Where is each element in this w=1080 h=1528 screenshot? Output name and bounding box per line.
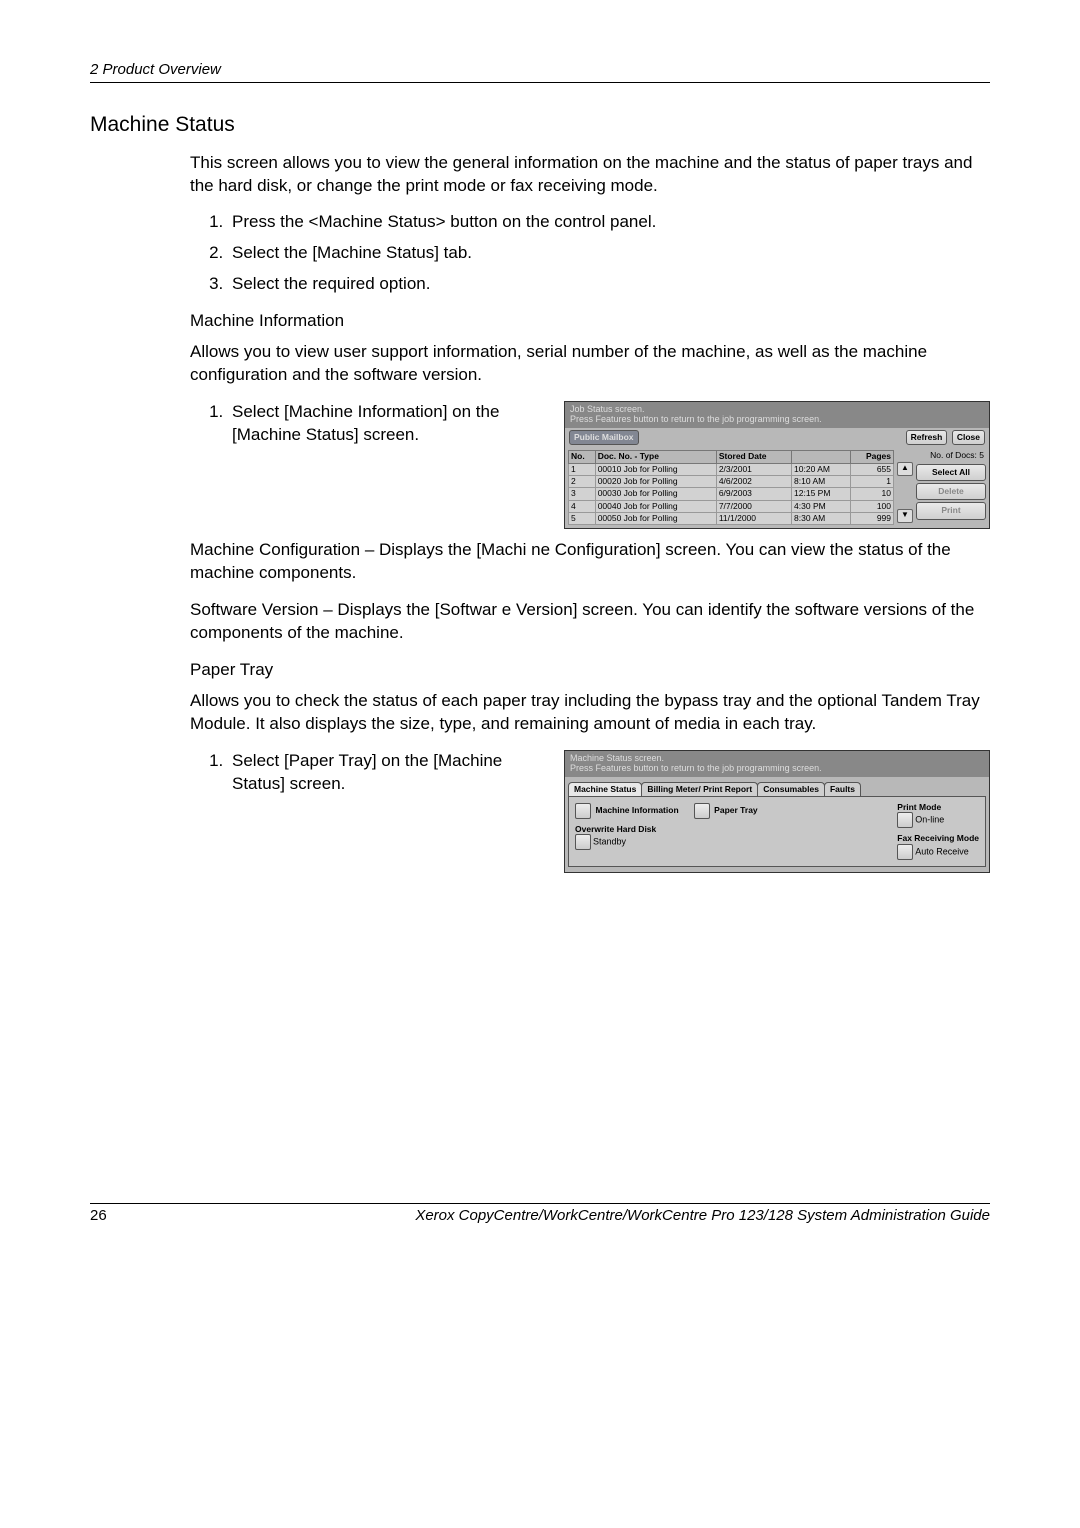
- machine-info-heading: Machine Information: [190, 310, 990, 333]
- delete-button[interactable]: Delete: [916, 483, 986, 500]
- job-status-panel: Job Status screen. Press Features button…: [564, 401, 990, 529]
- scroll-down-icon[interactable]: ▼: [897, 509, 913, 523]
- step-3: Select the required option.: [228, 273, 990, 296]
- select-all-button[interactable]: Select All: [916, 464, 986, 481]
- col-date: Stored Date: [716, 451, 791, 463]
- docs-count: No. of Docs: 5: [916, 450, 986, 461]
- machine-info-icon: [575, 803, 591, 819]
- panel1-title-b: Press Features button to return to the j…: [570, 415, 984, 425]
- print-button[interactable]: Print: [916, 502, 986, 519]
- tab-faults[interactable]: Faults: [824, 782, 861, 796]
- table-row[interactable]: 400040 Job for Polling7/7/20004:30 PM100: [569, 500, 894, 512]
- paper-tray-step: Select [Paper Tray] on the [Machine Stat…: [228, 750, 550, 796]
- table-row[interactable]: 200020 Job for Polling4/6/20028:10 AM1: [569, 475, 894, 487]
- paper-tray-heading: Paper Tray: [190, 659, 990, 682]
- paper-tray-paragraph: Allows you to check the status of each p…: [190, 690, 990, 736]
- software-version-paragraph: Software Version – Displays the [Softwar…: [190, 599, 990, 645]
- section-title: Machine Status: [90, 111, 990, 139]
- step-1: Press the <Machine Status> button on the…: [228, 211, 990, 234]
- paper-tray-icon: [694, 803, 710, 819]
- intro-paragraph: This screen allows you to view the gener…: [190, 152, 990, 198]
- breadcrumb: 2 Product Overview: [90, 61, 221, 78]
- table-row[interactable]: 100010 Job for Polling2/3/200110:20 AM65…: [569, 463, 894, 475]
- col-type: Doc. No. - Type: [595, 451, 716, 463]
- print-mode-icon: [897, 812, 913, 828]
- machine-information-button[interactable]: Machine Information: [596, 806, 679, 815]
- overwrite-hd-value: Standby: [593, 837, 626, 847]
- overwrite-hd-heading: Overwrite Hard Disk: [575, 825, 758, 834]
- tab-machine-status[interactable]: Machine Status: [568, 782, 642, 796]
- machine-status-panel: Machine Status screen. Press Features bu…: [564, 750, 990, 873]
- fax-mode-icon: [897, 844, 913, 860]
- machine-info-paragraph: Allows you to view user support informat…: [190, 341, 990, 387]
- table-row[interactable]: 300030 Job for Polling6/9/200312:15 PM10: [569, 488, 894, 500]
- mailbox-table: No. Doc. No. - Type Stored Date Pages 10…: [568, 450, 894, 525]
- close-button[interactable]: Close: [952, 430, 985, 445]
- col-no: No.: [569, 451, 596, 463]
- public-mailbox-tab[interactable]: Public Mailbox: [569, 430, 639, 445]
- paper-tray-button[interactable]: Paper Tray: [714, 806, 757, 815]
- footer-page: 26: [90, 1206, 107, 1226]
- col-time: [792, 451, 851, 463]
- machine-config-paragraph: Machine Configuration – Displays the [Ma…: [190, 539, 990, 585]
- fax-mode-heading: Fax Receiving Mode: [897, 834, 979, 843]
- machine-info-step: Select [Machine Information] on the [Mac…: [228, 401, 550, 447]
- overwrite-hd-icon: [575, 834, 591, 850]
- tab-billing[interactable]: Billing Meter/ Print Report: [641, 782, 758, 796]
- fax-mode-value: Auto Receive: [915, 846, 969, 856]
- print-mode-heading: Print Mode: [897, 803, 979, 812]
- scroll-up-icon[interactable]: ▲: [897, 462, 913, 476]
- panel2-title-b: Press Features button to return to the j…: [570, 764, 984, 774]
- footer-text: Xerox CopyCentre/WorkCentre/WorkCentre P…: [415, 1206, 990, 1226]
- tab-consumables[interactable]: Consumables: [757, 782, 825, 796]
- step-2: Select the [Machine Status] tab.: [228, 242, 990, 265]
- print-mode-value: On-line: [915, 815, 944, 825]
- refresh-button[interactable]: Refresh: [906, 430, 948, 445]
- table-row[interactable]: 500050 Job for Polling11/1/20008:30 AM99…: [569, 512, 894, 524]
- col-pages: Pages: [851, 451, 894, 463]
